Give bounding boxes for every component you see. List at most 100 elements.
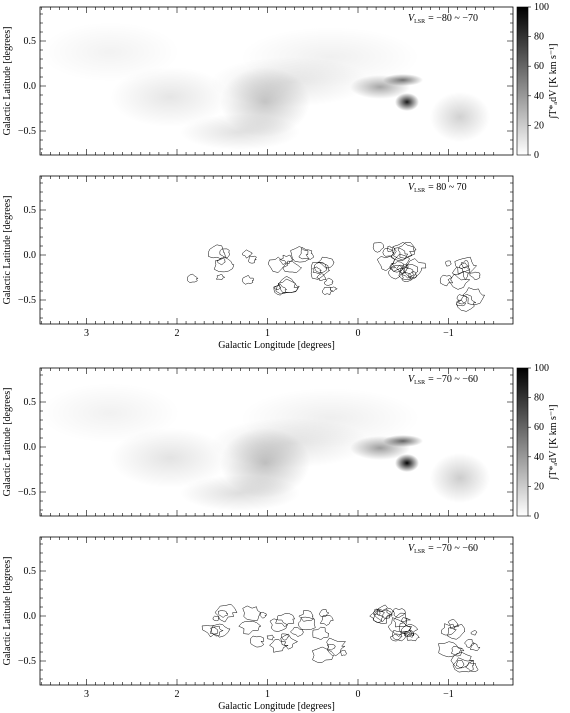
colorbar-tick-label: 0 <box>534 150 539 161</box>
emission <box>110 67 230 127</box>
velocity-subscript: LSR <box>414 19 425 25</box>
contour <box>326 643 336 651</box>
contour <box>268 256 287 273</box>
x-axis-label: Galactic Longitude [degrees] <box>218 340 335 351</box>
contour <box>319 615 334 626</box>
contour <box>297 616 316 631</box>
contour <box>312 266 322 274</box>
y-tick-label: −0.5 <box>18 126 36 137</box>
contour <box>450 652 475 669</box>
colorbar-tick-label: 100 <box>534 363 549 374</box>
y-tick-label: 0.5 <box>24 566 37 577</box>
contour <box>400 617 408 623</box>
y-tick-label: 0.5 <box>24 36 37 47</box>
emission <box>40 383 180 443</box>
x-tick-label: 1 <box>265 689 270 700</box>
contour <box>340 649 348 657</box>
y-tick-label: 0.0 <box>24 442 37 453</box>
contour <box>456 294 468 305</box>
contour <box>281 633 289 641</box>
panel: 0.5 0.0 −0.5 Galactic Latitude [degrees] VLS… <box>2 363 559 522</box>
x-tick-label: 1 <box>265 328 270 339</box>
y-tick-label: 0.0 <box>24 250 37 261</box>
contour <box>290 627 304 637</box>
contour <box>455 299 466 307</box>
contour <box>387 245 394 252</box>
contour <box>269 639 289 653</box>
contour <box>217 610 229 618</box>
contour <box>470 630 478 636</box>
contour <box>462 287 486 306</box>
contour <box>250 635 265 648</box>
contour <box>259 611 267 619</box>
colorbar-label: ∫T*ₐdV [K km s⁻¹] <box>548 44 559 120</box>
contour <box>439 274 454 287</box>
y-tick-label: 0.5 <box>24 397 37 408</box>
y-tick-label: −0.5 <box>18 487 36 498</box>
contour <box>279 254 294 265</box>
contour <box>326 637 347 657</box>
contour <box>398 264 419 280</box>
y-axis-label: Galactic Latitude [degrees] <box>2 196 13 305</box>
colorbar-label: ∫T*ₐdV [K km s⁻¹] <box>548 405 559 481</box>
contour <box>369 608 385 623</box>
contour <box>275 276 300 295</box>
colorbar-tick-label: 20 <box>534 120 544 131</box>
y-tick-label: 0.5 <box>24 205 37 216</box>
contour <box>298 246 315 260</box>
contour <box>280 633 298 650</box>
contour <box>387 617 413 637</box>
contour <box>469 643 481 652</box>
contour <box>389 253 410 272</box>
contour <box>406 632 420 642</box>
contour <box>438 641 462 658</box>
emission <box>110 428 230 488</box>
x-axis-label: Galactic Longitude [degrees] <box>218 701 335 712</box>
contour-map <box>201 603 481 673</box>
contour <box>392 242 415 261</box>
contour <box>324 277 334 286</box>
contour <box>273 285 281 290</box>
contour <box>248 255 258 264</box>
velocity-label: VLSR = −70 ~ −60 <box>408 374 478 386</box>
contour <box>210 625 224 637</box>
panel: 0.5 0.0 −0.5 Galactic Latitude [degrees] VLS… <box>2 175 514 351</box>
y-tick-label: 0.0 <box>24 81 37 92</box>
contour-map <box>187 242 486 312</box>
x-tick-label: 2 <box>175 689 180 700</box>
contour <box>456 660 465 668</box>
axes-frame <box>39 175 514 325</box>
contour <box>215 274 225 280</box>
contour <box>392 607 406 618</box>
colorbar-tick-label: 100 <box>534 2 549 13</box>
intensity-map <box>40 22 490 150</box>
contour <box>212 615 220 622</box>
colorbar <box>516 367 529 517</box>
velocity-label: VLSR = −80 ~ −70 <box>408 13 478 25</box>
y-axis-label: Galactic Latitude [degrees] <box>2 27 13 136</box>
axes-frame <box>39 536 514 686</box>
contour <box>389 261 404 273</box>
velocity-subscript: LSR <box>414 380 425 386</box>
contour <box>373 608 381 616</box>
contour <box>404 629 414 638</box>
contour <box>242 605 262 621</box>
panel: 0.5 0.0 −0.5 Galactic Latitude [degrees] VLS… <box>2 536 514 712</box>
x-tick-label: 3 <box>84 328 89 339</box>
emission <box>40 22 180 82</box>
emission <box>240 27 420 87</box>
contour <box>376 604 395 619</box>
contour <box>376 255 397 271</box>
velocity-subscript: LSR <box>414 188 425 194</box>
colorbar-tick-label: 60 <box>534 61 544 72</box>
contour <box>452 657 474 673</box>
velocity-symbol: V <box>408 543 416 554</box>
contour <box>266 634 276 641</box>
contour <box>209 623 231 638</box>
contour <box>447 619 459 629</box>
colorbar-tick-label: 80 <box>534 32 544 43</box>
contour <box>216 257 226 266</box>
contour <box>469 271 481 281</box>
contour <box>450 646 465 657</box>
